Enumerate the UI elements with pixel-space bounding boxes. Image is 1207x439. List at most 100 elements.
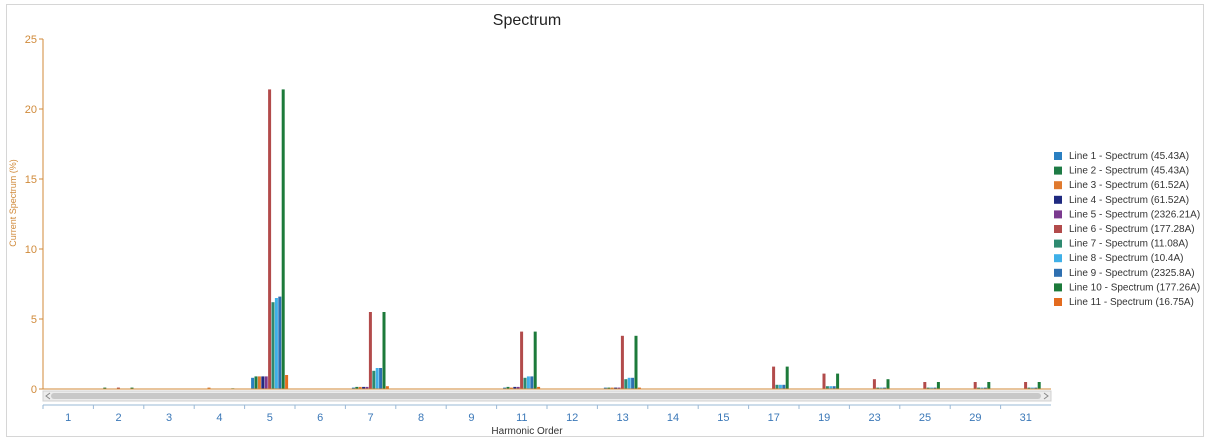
bar	[617, 387, 621, 389]
bar	[520, 331, 524, 389]
x-tick-label: 15	[717, 412, 729, 424]
bar	[365, 386, 369, 389]
bar	[355, 386, 359, 389]
legend-label: Line 1 - Spectrum (45.43A)	[1069, 151, 1189, 162]
bar	[832, 386, 836, 389]
y-tick-label: 20	[25, 104, 37, 116]
bars	[103, 89, 1041, 390]
x-tick-label: 31	[1020, 412, 1032, 424]
bar	[782, 384, 786, 389]
bar	[1027, 387, 1031, 389]
x-ticks: 1 2 3 4 5 6 7 8 9 11 12 13 14 15 17 19 23 25 29 31	[65, 412, 1032, 424]
legend-swatch	[1054, 195, 1062, 204]
bar	[368, 312, 372, 389]
legend-swatch	[1054, 152, 1062, 160]
legend-label: Line 3 - Spectrum (61.52A)	[1069, 180, 1189, 191]
legend-label: Line 10 - Spectrum (177.26A)	[1069, 282, 1200, 293]
bar	[375, 368, 379, 389]
legend-label: Line 8 - Spectrum (10.4A)	[1069, 253, 1184, 264]
bar	[933, 387, 937, 389]
y-tick-label: 25	[25, 34, 37, 46]
x-tick-label: 14	[667, 412, 679, 424]
bar	[620, 335, 624, 389]
bar	[634, 335, 638, 389]
horizontal-scrollbar[interactable]	[42, 390, 1052, 402]
legend-swatch	[1054, 283, 1062, 292]
bar	[533, 331, 537, 389]
bar	[372, 370, 376, 389]
bar	[983, 387, 987, 389]
bar	[829, 386, 833, 389]
bar	[872, 379, 876, 389]
chevron-left-icon[interactable]	[45, 392, 51, 400]
bar	[778, 384, 782, 389]
bar	[1030, 387, 1034, 389]
x-tick-label: 19	[818, 412, 830, 424]
bar	[610, 387, 614, 389]
x-tick-label: 17	[768, 412, 780, 424]
bar	[103, 387, 107, 389]
bar	[530, 376, 534, 389]
bar	[351, 387, 355, 389]
x-tick-label: 4	[216, 412, 222, 424]
bar	[251, 377, 255, 389]
bar	[516, 386, 520, 389]
bar	[987, 382, 991, 389]
bar	[503, 387, 507, 389]
legend-swatch	[1054, 166, 1062, 175]
legend-swatch	[1054, 268, 1062, 277]
bar	[930, 387, 934, 389]
y-tick-label: 0	[31, 384, 37, 396]
bar	[631, 377, 635, 389]
x-tick-label: 23	[868, 412, 880, 424]
bar	[1024, 382, 1028, 389]
bar	[980, 387, 984, 389]
bar	[1037, 382, 1041, 389]
bar	[523, 377, 527, 389]
bar	[362, 386, 366, 389]
bar	[825, 386, 829, 389]
x-tick-label: 11	[516, 412, 527, 424]
bar	[614, 387, 618, 389]
bar	[822, 373, 826, 389]
bar	[261, 376, 265, 389]
x-tick-label: 29	[969, 412, 981, 424]
x-tick-label: 6	[317, 412, 323, 424]
chart-panel: Spectrum Current Spectrum (%) Harmonic O…	[6, 4, 1204, 437]
bar	[506, 386, 510, 389]
x-tick-label: 12	[566, 412, 578, 424]
y-tick-label: 15	[25, 174, 37, 186]
spectrum-chart: Spectrum Current Spectrum (%) Harmonic O…	[8, 12, 1200, 436]
bar	[785, 366, 789, 389]
chevron-right-icon[interactable]	[1043, 392, 1049, 400]
x-axis-label: Harmonic Order	[491, 426, 563, 436]
bar	[537, 386, 541, 389]
x-tick-label: 5	[267, 412, 273, 424]
y-axis-label: Current Spectrum (%)	[8, 159, 18, 247]
bar	[116, 387, 120, 389]
legend-swatch	[1054, 239, 1062, 248]
bar	[526, 376, 530, 389]
bar	[624, 379, 628, 389]
bar	[879, 387, 883, 389]
bar	[607, 387, 611, 389]
bar	[264, 376, 268, 389]
bar	[775, 384, 779, 389]
bar	[603, 387, 607, 389]
legend-swatch	[1054, 298, 1062, 306]
bar	[274, 298, 278, 389]
bar	[876, 387, 880, 389]
bar	[271, 302, 275, 389]
chart-title: Spectrum	[493, 12, 561, 29]
scrollbar-thumb[interactable]	[51, 393, 1041, 399]
bar	[1034, 387, 1038, 389]
legend-label: Line 11 - Spectrum (16.75A)	[1069, 297, 1194, 308]
bar	[772, 366, 776, 389]
legend-label: Line 5 - Spectrum (2326.21A)	[1069, 209, 1200, 220]
bar	[278, 296, 282, 389]
bar	[285, 375, 289, 389]
bar	[513, 386, 517, 389]
legend-label: Line 2 - Spectrum (45.43A)	[1069, 166, 1189, 177]
legend-label: Line 4 - Spectrum (61.52A)	[1069, 195, 1189, 206]
bar	[973, 382, 977, 389]
